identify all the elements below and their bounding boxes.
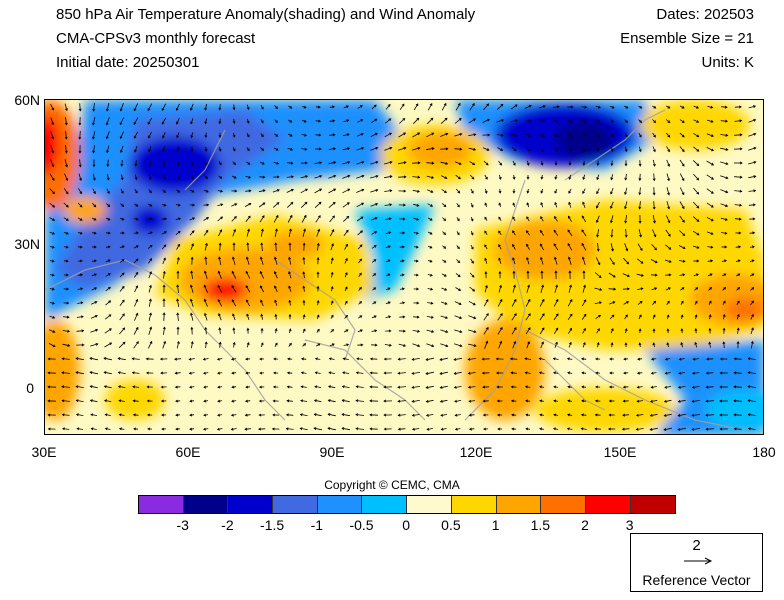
colorbar-label: -0.5 bbox=[349, 517, 374, 533]
lon-label-30e: 30E bbox=[31, 444, 57, 460]
forecast-dates: Dates: 202503 bbox=[656, 6, 754, 23]
copyright-notice: Copyright © CEMC, CMA bbox=[324, 478, 460, 492]
reference-vector-box: 2 Reference Vector bbox=[630, 533, 763, 592]
model-name: CMA-CPSv3 monthly forecast bbox=[56, 30, 256, 47]
lon-label-150e: 150E bbox=[603, 444, 637, 460]
colorbar-label: 1.5 bbox=[530, 517, 551, 533]
colorbar-swatch bbox=[585, 496, 631, 513]
coastlines bbox=[45, 109, 746, 431]
colorbar-swatch bbox=[630, 496, 676, 513]
reference-arrow-icon bbox=[684, 557, 713, 565]
colorbar-swatch bbox=[273, 496, 318, 513]
colorbar-label: 0.5 bbox=[441, 517, 461, 533]
lon-label-180: 180 bbox=[752, 444, 776, 460]
colorbar-swatch bbox=[228, 496, 274, 513]
lon-label-120e: 120E bbox=[459, 444, 493, 460]
colorbar-swatch bbox=[317, 496, 363, 513]
reference-vector-magnitude: 2 bbox=[692, 537, 701, 554]
colorbar-swatch bbox=[451, 496, 497, 513]
anomaly-map bbox=[44, 99, 764, 435]
wind-vectors bbox=[47, 102, 757, 431]
colorbar-label: 0 bbox=[402, 517, 411, 533]
map-canvas bbox=[45, 100, 763, 434]
colorbar-label: -2 bbox=[221, 517, 234, 533]
temperature-shading bbox=[45, 100, 763, 434]
initial-date: Initial date: 20250301 bbox=[56, 54, 200, 71]
colorbar-label: -3 bbox=[176, 517, 189, 533]
chart-title: 850 hPa Air Temperature Anomaly(shading)… bbox=[56, 6, 476, 23]
reference-vector-label: Reference Vector bbox=[642, 572, 751, 588]
colorbar-label: -1.5 bbox=[260, 517, 285, 533]
colorbar-label: 1 bbox=[491, 517, 500, 533]
colorbar-swatch bbox=[407, 496, 452, 513]
colorbar-swatch bbox=[541, 496, 586, 513]
lon-label-90e: 90E bbox=[319, 444, 345, 460]
colorbar bbox=[138, 495, 677, 514]
colorbar-swatch bbox=[496, 496, 542, 513]
colorbar-label: 3 bbox=[625, 517, 634, 533]
colorbar-swatch bbox=[183, 496, 229, 513]
units-label: Units: K bbox=[701, 54, 754, 71]
colorbar-label: -1 bbox=[310, 517, 324, 533]
lat-label-60n: 60N bbox=[14, 92, 40, 108]
lat-label-0: 0 bbox=[26, 380, 34, 396]
colorbar-label: 2 bbox=[581, 517, 589, 533]
colorbar-swatch bbox=[362, 496, 408, 513]
colorbar-swatch bbox=[139, 496, 184, 513]
lon-label-60e: 60E bbox=[175, 444, 201, 460]
lat-label-30n: 30N bbox=[14, 236, 40, 252]
ensemble-size: Ensemble Size = 21 bbox=[620, 30, 754, 47]
